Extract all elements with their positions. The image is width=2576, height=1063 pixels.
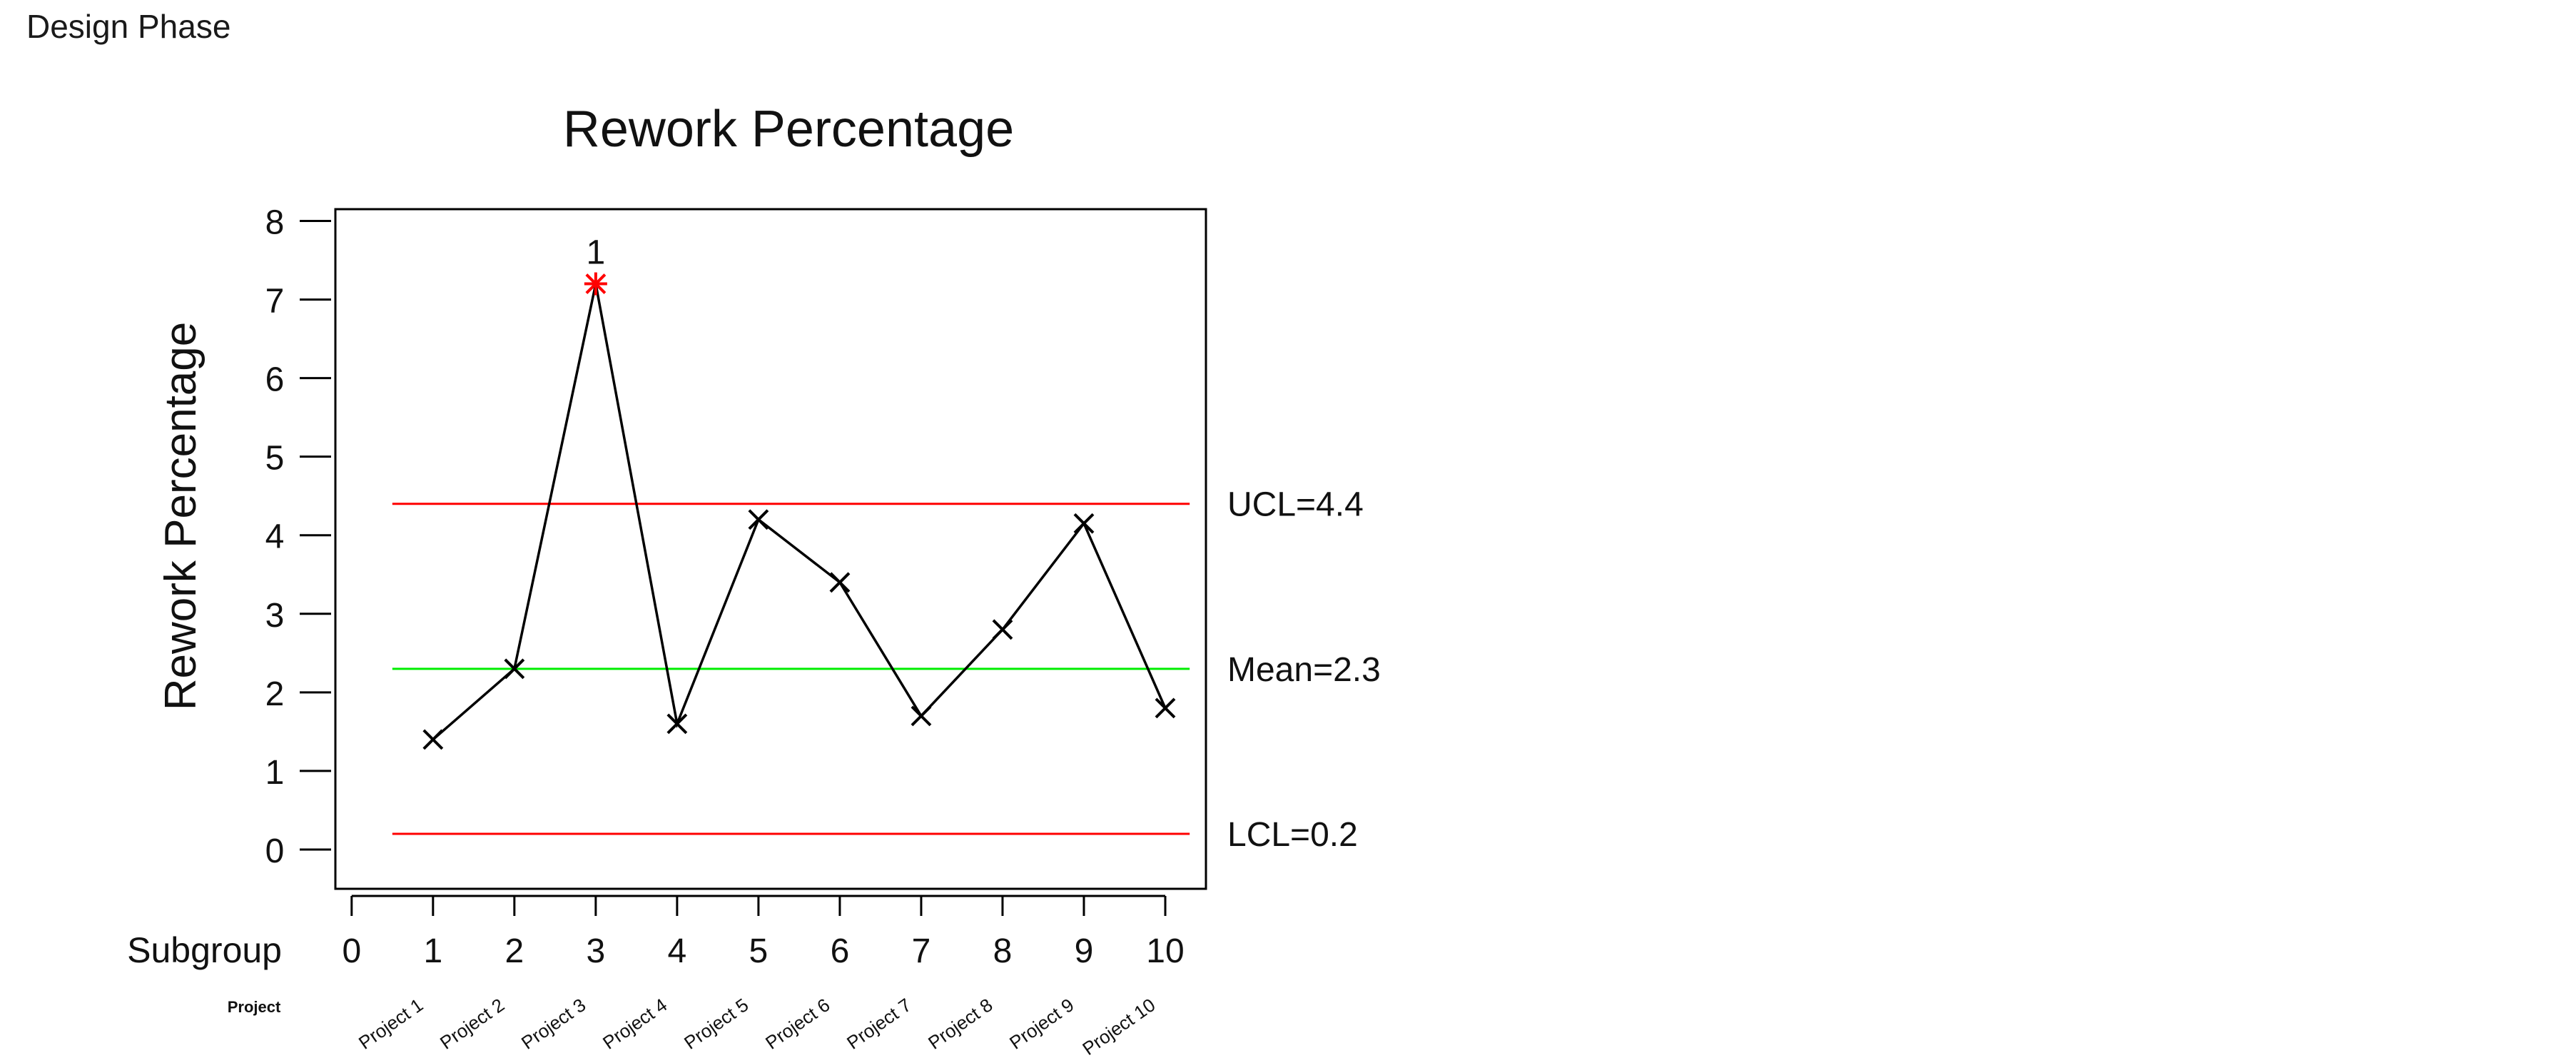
project-label: Project 5 [680,994,752,1053]
x-tick-label: 3 [587,932,606,970]
chart-title: Rework Percentage [563,101,1014,158]
data-point-mark [911,705,932,727]
series-line [432,283,1167,741]
y-tick-label: 4 [265,518,285,556]
stage-label: Project [228,998,281,1016]
y-axis-label: Rework Percentage [156,322,206,711]
data-point-mark [422,729,444,750]
y-tick-label: 8 [265,204,285,242]
series-rework-percentage: 1 [422,234,1176,750]
x-tick-label: 6 [831,932,850,970]
x-tick-label: 8 [993,932,1013,970]
x-tick-label: 1 [423,932,442,970]
y-tick-label: 2 [265,675,285,713]
project-label: Project 4 [599,994,671,1053]
plot-frame [334,208,1207,890]
project-label: Project 9 [1005,994,1077,1053]
project-label: Project 2 [436,994,508,1053]
y-tick-label: 0 [265,832,285,870]
data-point-mark [666,713,688,735]
data-point-mark [1155,697,1176,719]
data-point-mark [829,572,851,593]
project-label: Project 3 [517,994,589,1053]
data-point [911,705,932,727]
data-point-mark [1073,513,1095,534]
data-point [666,713,688,735]
ucl-label: UCL=4.4 [1227,486,1364,524]
y-tick-label: 1 [265,754,285,792]
lcl-label: LCL=0.2 [1227,816,1358,854]
data-point-mark [992,619,1013,640]
data-point [829,572,851,593]
control-limit-lines: UCL=4.4 Mean=2.3 LCL=0.2 [392,486,1381,854]
test-failure-label: 1 [587,234,606,272]
x-tick-label: 2 [504,932,524,970]
project-labels: Project Project 1 Project 2 Project 3 Projec… [228,994,1160,1059]
y-tick-label: 3 [265,597,285,635]
project-label: Project 10 [1078,994,1159,1059]
x-axis-label: Subgroup [127,930,282,970]
x-tick-label: 5 [749,932,769,970]
mean-label: Mean=2.3 [1227,651,1381,689]
x-tick-label: 4 [668,932,687,970]
project-label: Project 1 [355,994,427,1053]
x-tick-label: 0 [342,932,361,970]
page-header: Design Phase [26,8,231,45]
data-point [748,509,769,530]
data-point [584,272,607,296]
x-tick-label: 7 [912,932,931,970]
project-label: Project 6 [761,994,833,1053]
data-point [992,619,1013,640]
y-tick-label: 7 [265,283,285,321]
y-tick-label: 5 [265,440,285,478]
data-point-mark [504,658,525,680]
x-axis: 0 1 2 3 4 5 6 7 8 9 10 Subgroup [127,895,1185,970]
data-point [1155,697,1176,719]
data-point [504,658,525,680]
data-point [422,729,444,750]
y-axis: 0 1 2 3 4 5 6 7 8 [265,204,331,870]
data-point-mark [748,509,769,530]
data-point [1073,513,1095,534]
x-tick-label: 10 [1146,932,1184,970]
project-label: Project 8 [924,994,996,1053]
project-label: Project 7 [843,994,915,1053]
y-tick-label: 6 [265,361,285,399]
x-tick-label: 9 [1075,932,1094,970]
